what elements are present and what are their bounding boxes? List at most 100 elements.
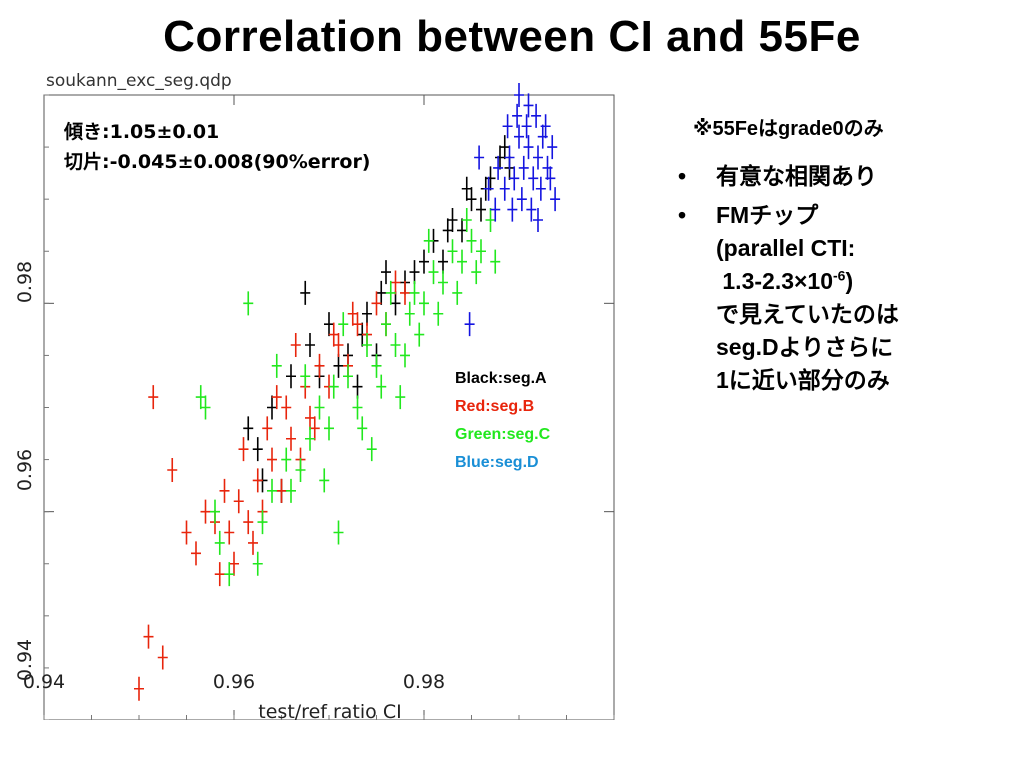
bullet-2-line-5: seg.Dよりさらに [716,334,894,360]
data-point [362,301,372,326]
scatter-chart: soukann_exc_seg.qdp 傾き:1.05±0.01 切片:-0.0… [14,71,615,720]
data-point [148,385,159,410]
data-point [352,374,363,399]
data-point [290,333,301,357]
data-point [523,93,534,118]
bullet-marker: • [678,202,687,228]
data-point [533,208,543,232]
data-point [507,197,518,222]
data-point [428,260,439,285]
data-point [357,416,368,441]
data-point [521,114,532,139]
data-point [533,145,543,170]
data-point [243,416,254,441]
data-point [483,176,494,201]
data-point [400,280,410,305]
data-point [466,187,477,212]
data-point [214,530,225,555]
data-point [262,416,273,441]
data-point [324,416,334,441]
data-point [314,353,325,378]
data-point [229,551,239,576]
bullet-text-1: 有意な相関あり [716,163,877,189]
series-4-points [464,83,561,337]
data-point [490,249,501,274]
data-point [471,260,482,285]
note-text: ※55Feはgrade0のみ [693,118,884,140]
x-tick-label-3: 0.98 [403,671,445,693]
data-point [305,405,315,430]
data-point [447,208,458,232]
data-point [461,208,472,232]
data-point [423,228,434,253]
data-point [343,364,353,389]
data-point [252,437,263,462]
data-point [390,291,401,316]
data-point [257,510,268,535]
data-point [531,103,542,128]
x-tick-label-2: 0.96 [213,671,255,693]
data-point [252,468,263,493]
data-point [438,270,448,295]
data-point [457,218,467,243]
data-point [452,280,463,305]
data-point [314,395,325,420]
data-point [504,145,515,170]
data-point [474,145,485,170]
data-point [200,395,211,420]
data-point [210,499,220,524]
data-point [352,395,363,420]
data-point [476,239,486,264]
data-point [200,499,211,524]
data-point [404,301,415,326]
data-point [338,312,349,337]
data-point [233,489,244,514]
data-point [281,395,292,420]
data-point [286,364,296,389]
data-point [518,155,529,180]
data-point [376,280,387,305]
data-point [438,249,448,274]
data-point [485,208,496,232]
data-point [457,249,467,274]
data-point [509,166,520,191]
data-point [143,624,154,649]
data-point [371,353,382,378]
data-point [419,291,429,316]
data-point [385,280,396,305]
legend-entry-3: Green:seg.C [455,426,551,443]
cti-exponent: -6 [833,267,846,284]
data-point [490,197,501,222]
data-point [466,228,477,253]
data-point [414,322,425,347]
data-point [267,395,277,420]
data-point [528,166,539,191]
data-points [134,83,561,701]
data-point [499,135,510,160]
data-point [495,145,505,170]
cti-value: 1.3-2.3×10 [716,268,834,294]
data-point [550,187,561,212]
axis-ticks [43,94,615,720]
data-point [328,322,339,347]
data-point [545,166,556,191]
data-point [267,447,277,472]
bullet-2-line-1: FMチップ [716,202,819,228]
data-point [395,385,406,410]
bullet-2-line-6: 1に近い部分のみ [716,367,890,393]
data-point [281,447,292,472]
data-point [376,374,387,399]
y-tick-label-1: 0.94 [14,639,36,681]
data-point [514,124,524,149]
data-point [512,103,523,128]
data-point [300,364,311,389]
data-point [493,155,504,180]
data-point [248,530,258,555]
data-point [134,676,144,701]
data-point [362,333,372,357]
bullet-2-line-4: で見えていたのは [716,301,899,327]
data-point [333,333,344,357]
data-point [214,562,225,587]
data-point [167,458,178,482]
data-point [433,301,444,326]
